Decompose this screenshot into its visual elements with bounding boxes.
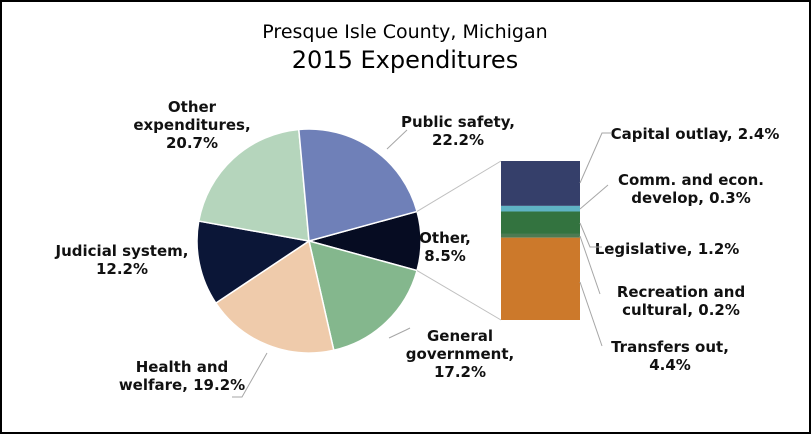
data-label-other-expenditures-line: 20.7% [166,134,218,152]
data-label-other-expenditures-line: expenditures, [133,116,250,134]
data-label-transfers-out: Transfers out, 4.4% [611,338,729,374]
data-label-health-and-welfare-line: Health and [136,358,229,376]
bar-segment-recreation-and-cultural [501,233,580,238]
data-label-recreation-and-cultural: Recreation and cultural, 0.2% [617,283,745,319]
data-label-other-line: Other, [419,229,471,247]
pie-slice-public-safety [297,128,418,242]
bar-segment-legislative [501,211,580,234]
data-label-transfers-out-line: 4.4% [649,356,691,374]
pie-slice-other-expenditures [197,128,310,242]
data-label-judicial-system-line: Judicial system, [55,242,189,260]
data-label-other-expenditures-line: Other [168,98,217,116]
data-label-public-safety-line: 22.2% [432,131,484,149]
data-label-other-line: 8.5% [424,247,466,265]
connector-line-top [416,160,502,212]
chart-title: Presque Isle County, Michigan [262,21,547,43]
data-label-general-government-line: General [427,327,493,345]
leader-line-public-safety [386,129,408,150]
leader-line-health-and-welfare [232,352,268,398]
leader-line-general-government [388,327,411,339]
bar-segment-comm-and-econ-develop [501,205,580,212]
stacked-bar [416,160,580,321]
leader-line-recreation [579,235,601,295]
data-label-other-expenditures: Other expenditures, 20.7% [133,98,250,152]
leader-line-comm-econ [579,184,609,210]
data-label-public-safety: Public safety, 22.2% [401,113,515,149]
data-label-other: Other, 8.5% [419,229,471,265]
pie-slice-general-government [307,239,418,352]
data-label-transfers-out-line: Transfers out, [611,338,729,356]
leader-line-legislative [579,222,602,248]
data-label-general-government-line: 17.2% [434,363,486,381]
data-label-legislative: Legislative, 1.2% [595,240,740,258]
pie-slice-judicial-system [196,220,311,305]
data-label-general-government-line: government, [406,345,514,363]
data-label-health-and-welfare-line: welfare, 19.2% [119,376,245,394]
data-label-recreation-and-cultural-line: Recreation and [617,283,745,301]
data-label-capital-outlay-line: Capital outlay, 2.4% [611,125,780,143]
data-label-legislative-line: Legislative, 1.2% [595,240,740,258]
pie [196,128,422,354]
data-label-comm-and-econ-develop-line: Comm. and econ. [618,171,764,189]
data-label-recreation-and-cultural-line: cultural, 0.2% [622,301,740,319]
data-label-judicial-system: Judicial system, 12.2% [55,242,189,278]
data-label-comm-and-econ-develop-line: develop, 0.3% [631,189,751,207]
data-label-capital-outlay: Capital outlay, 2.4% [611,125,780,143]
data-label-comm-and-econ-develop: Comm. and econ. develop, 0.3% [618,171,764,207]
bar-segment-transfers-out [501,237,580,320]
pie-slice-health-and-welfare [214,239,335,354]
bar-segment-capital-outlay [501,161,580,206]
data-label-judicial-system-line: 12.2% [96,260,148,278]
connector-line-bottom [416,270,502,321]
leader-line-transfers-out [579,281,603,347]
data-label-general-government: General government, 17.2% [406,327,514,381]
data-label-health-and-welfare: Health and welfare, 19.2% [119,358,245,394]
chart-subtitle: 2015 Expenditures [292,46,518,74]
data-label-public-safety-line: Public safety, [401,113,515,131]
leader-line-capital-outlay [579,132,612,184]
data-labels: Other, 8.5% General government, 17.2% Health … [55,98,780,398]
